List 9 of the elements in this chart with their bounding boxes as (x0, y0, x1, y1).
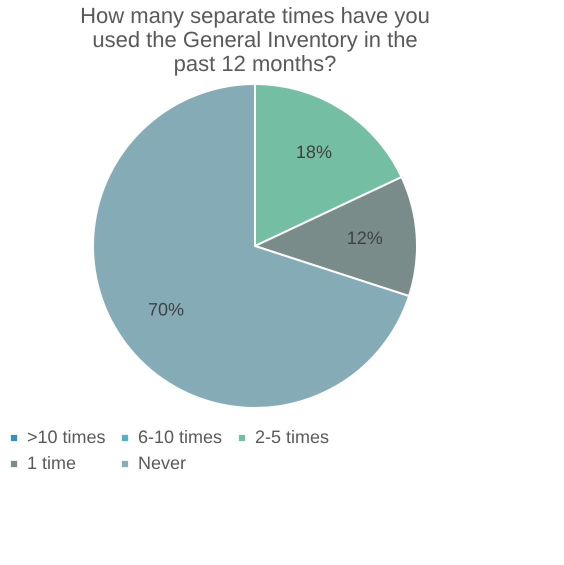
data-label: 70% (148, 300, 184, 320)
data-label: 12% (346, 228, 383, 248)
legend-label: >10 times (27, 427, 106, 447)
legend-label: Never (138, 453, 186, 473)
data-label: 18% (296, 142, 332, 162)
legend-label: 6-10 times (138, 427, 222, 447)
legend-label: 1 time (27, 453, 76, 473)
chart-title: How many separate times have you used the General Inventory in the past 12 months? (80, 3, 430, 76)
legend-label: 2-5 times (255, 427, 330, 447)
